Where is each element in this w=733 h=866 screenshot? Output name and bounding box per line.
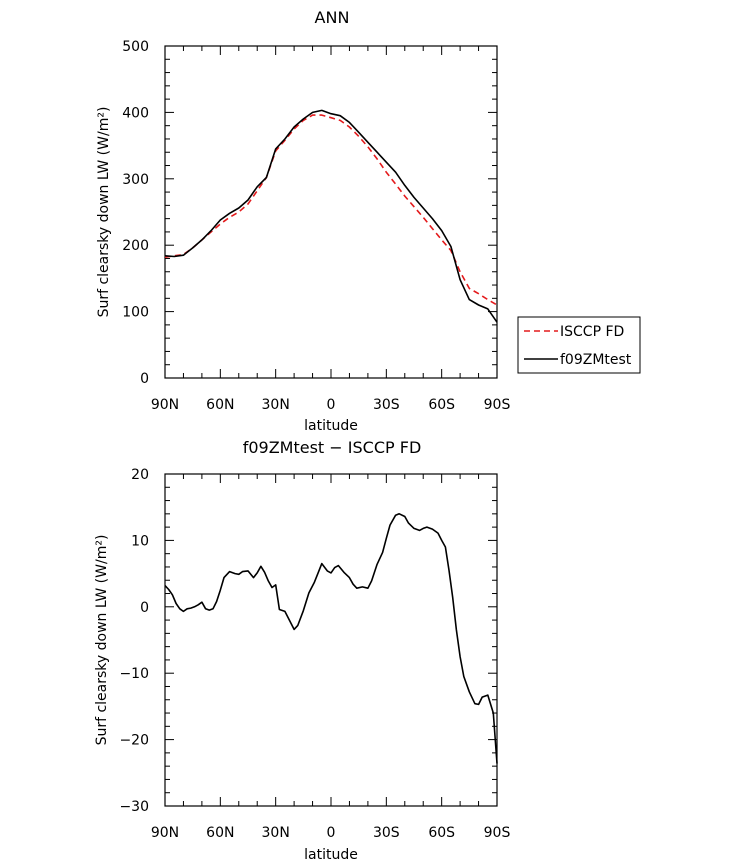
y-tick-label: 500: [122, 39, 149, 55]
legend-label-model: f09ZMtest: [560, 352, 632, 368]
top-series-group: [164, 109, 498, 323]
top-x-axis-label: latitude: [304, 418, 358, 434]
top-chart-title: ANN: [315, 8, 350, 27]
y-tick-label: 0: [140, 371, 149, 387]
y-tick-label: −20: [119, 733, 149, 749]
legend-box: [517, 316, 641, 374]
top-panel: ANN 90N 60N 30N 0 30S 60S 90S 0 100 200 300 400 500…: [96, 8, 641, 434]
series-line-f09zmtest: [164, 109, 498, 323]
x-tick-label: 90S: [484, 825, 511, 841]
x-tick-label: 60N: [206, 825, 234, 841]
legend: ISCCP FD f09ZMtest: [517, 316, 641, 374]
series-line-difference: [164, 512, 498, 764]
top-x-tick-labels: 90N 60N 30N 0 30S 60S 90S: [151, 397, 511, 413]
x-tick-label: 60S: [428, 825, 455, 841]
y-tick-label: 100: [122, 305, 149, 321]
x-tick-label: 30S: [373, 397, 400, 413]
x-tick-label: 90N: [151, 397, 179, 413]
x-tick-label: 60S: [428, 397, 455, 413]
y-tick-label: 200: [122, 238, 149, 254]
bottom-series-group: [164, 512, 498, 764]
y-tick-label: −10: [119, 666, 149, 682]
top-y-axis-label: Surf clearsky down LW (W/m²): [96, 107, 112, 318]
x-tick-label: 90S: [484, 397, 511, 413]
x-tick-label: 90N: [151, 825, 179, 841]
bottom-x-axis-label: latitude: [304, 847, 358, 863]
bottom-plot-frame: [164, 473, 498, 807]
y-tick-label: 10: [131, 533, 149, 549]
x-tick-label: 0: [327, 825, 336, 841]
x-tick-label: 30S: [373, 825, 400, 841]
x-tick-label: 30N: [262, 397, 290, 413]
y-tick-label: 20: [131, 467, 149, 483]
x-tick-label: 60N: [206, 397, 234, 413]
series-line-isccp-fd: [164, 114, 498, 306]
bottom-x-tick-labels: 90N 60N 30N 0 30S 60S 90S: [151, 825, 511, 841]
bottom-axis-ticks: [164, 473, 498, 807]
top-y-tick-labels: 0 100 200 300 400 500: [122, 39, 149, 387]
bottom-y-axis-label: Surf clearsky down LW (W/m²): [94, 535, 110, 746]
legend-label-isccp: ISCCP FD: [560, 324, 624, 340]
top-plot-frame: [164, 45, 498, 379]
y-tick-label: 0: [140, 600, 149, 616]
y-tick-label: 400: [122, 105, 149, 121]
x-tick-label: 0: [327, 397, 336, 413]
bottom-chart-title: f09ZMtest − ISCCP FD: [243, 438, 422, 457]
y-tick-label: 300: [122, 172, 149, 188]
bottom-y-tick-labels: −30 −20 −10 0 10 20: [119, 467, 149, 815]
y-tick-label: −30: [119, 799, 149, 815]
top-axis-ticks: [164, 45, 498, 379]
bottom-panel: f09ZMtest − ISCCP FD 90N 60N 30N 0 30S 60S 90S…: [94, 438, 510, 863]
x-tick-label: 30N: [262, 825, 290, 841]
